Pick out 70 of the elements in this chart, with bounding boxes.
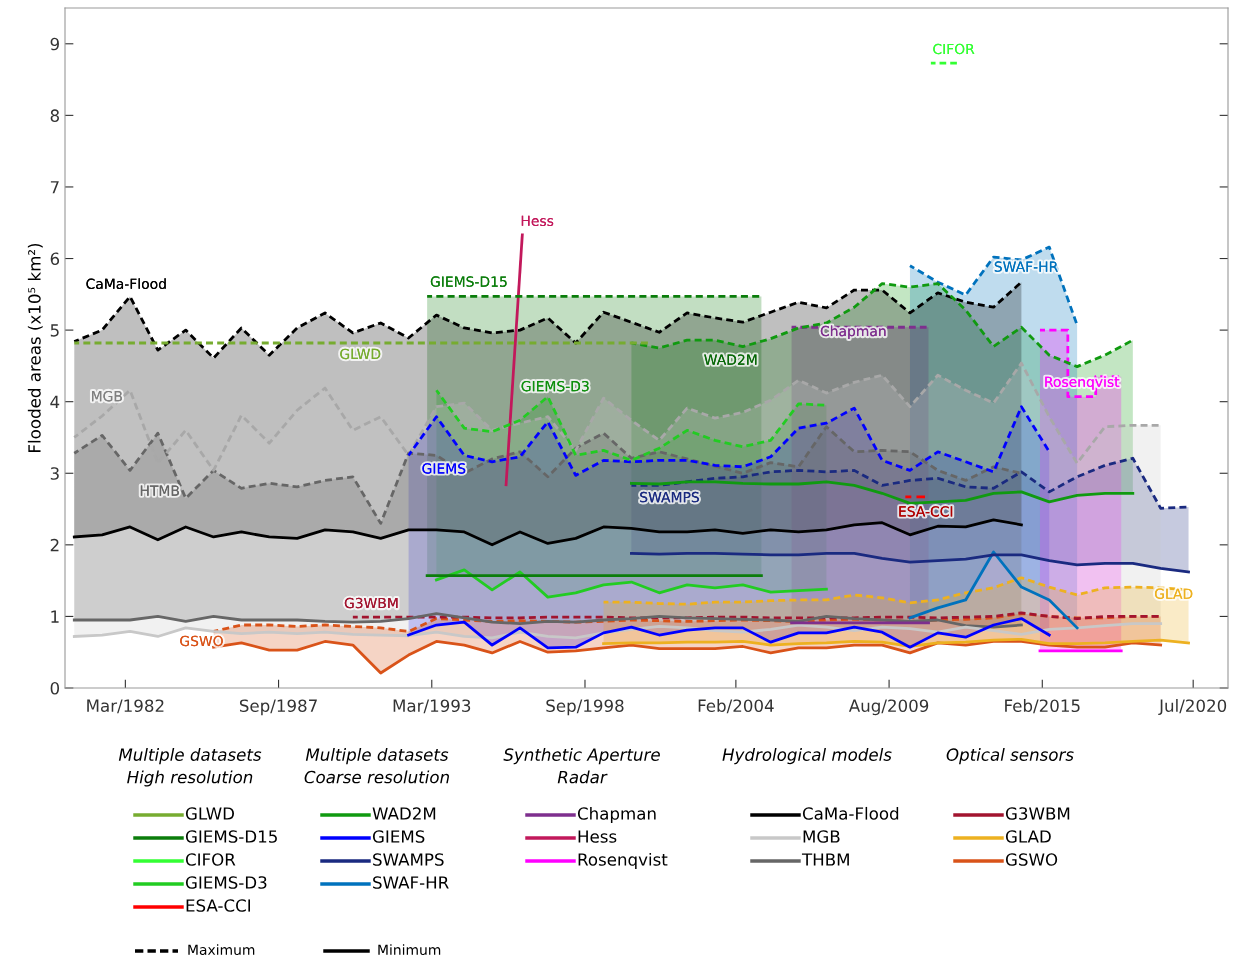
annotation: Chapman <box>820 325 886 339</box>
line-series <box>630 552 1190 574</box>
legend-label: SWAF-HR <box>373 876 449 889</box>
legend-label: GSWO <box>1005 853 1058 866</box>
line-series <box>72 425 1023 525</box>
legend-label: GIEMS-D3 <box>185 876 267 889</box>
line-series <box>72 612 1023 629</box>
y-tick-label: 0 <box>50 681 60 695</box>
annotation: MGB <box>92 390 122 402</box>
y-tick-label: 1 <box>51 610 59 623</box>
x-tick-label: Aug/2009 <box>848 699 929 716</box>
legend-label: GLAD <box>1005 830 1051 843</box>
legend-label: Chapman <box>577 806 656 824</box>
annotation: GSWO <box>180 635 223 647</box>
text: Maximum <box>188 944 255 956</box>
x-tick-label: Sep/1987 <box>239 699 317 716</box>
y-tick-label: 6 <box>50 252 60 266</box>
text: Multiple datasets Coarse resolution <box>304 748 449 784</box>
x-tick-label: Mar/1993 <box>393 699 471 714</box>
annotation: GIEMS-D3 <box>521 380 589 392</box>
legend-label: GIEMS-D15 <box>185 830 277 843</box>
line-series <box>407 617 1051 650</box>
text: Synthetic Aperture Radar <box>503 748 660 784</box>
y-tick-label: 4 <box>50 395 60 409</box>
x-tick-label: Feb/2004 <box>698 699 774 714</box>
legend-label: WAD2M <box>372 807 436 820</box>
y-tick-label: 7 <box>50 181 59 194</box>
legend-label: SWAMPS <box>373 853 444 866</box>
line-series <box>72 518 1023 547</box>
line-series <box>630 480 1135 505</box>
annotation: WAD2M <box>704 354 757 365</box>
y-tick-label: 9 <box>50 37 59 51</box>
y-axis-title: Flooded areas (x10⁵ km²) <box>27 243 43 452</box>
y-tick-label: 3 <box>50 467 59 480</box>
annotation: CIFOR <box>933 43 975 55</box>
text: Optical sensors <box>946 748 1074 765</box>
y-tick-label: 8 <box>50 109 59 122</box>
annotation: HTMB <box>140 485 179 496</box>
legend-label: THBM <box>801 853 849 866</box>
x-tick-label: Mar/1982 <box>87 699 164 714</box>
x-tick-label: Jul/2020 <box>1158 699 1227 716</box>
legend-label: MGB <box>803 830 840 843</box>
line-series <box>908 550 1079 630</box>
legend-label: GLWD <box>185 807 235 820</box>
line-series <box>407 405 1051 477</box>
legend-label: CIFOR <box>185 853 236 866</box>
text: Multiple datasets High resolution <box>118 748 262 787</box>
legend-label: CaMa-Flood <box>802 806 899 820</box>
legend-label: G3WBM <box>1005 807 1070 820</box>
x-tick-label: Feb/2015 <box>1005 699 1080 714</box>
text: Hydrological models <box>722 748 892 765</box>
legend-label: ESA-CCI <box>186 899 251 912</box>
y-tick-label: 5 <box>50 324 59 337</box>
annotation: GLAD <box>1154 588 1193 599</box>
legend-label: Rosenqvist <box>578 852 668 870</box>
y-tick-label: 2 <box>50 538 59 552</box>
annotation: GIEMS-D15 <box>430 276 507 287</box>
annotation: SWAMPS <box>640 491 699 503</box>
line-series <box>435 568 828 599</box>
line-series <box>602 637 1190 648</box>
x-tick-label: Sep/1998 <box>546 699 624 716</box>
text: Minimum <box>378 944 441 956</box>
legend-label: GIEMS <box>372 830 425 843</box>
annotation: Hess <box>521 215 554 227</box>
annotation: GLWD <box>340 348 381 360</box>
legend-label: Hess <box>578 830 617 843</box>
annotation: GIEMS <box>422 463 466 474</box>
annotation: ESA-CCI <box>899 506 953 517</box>
annotation: G3WBM <box>344 597 398 609</box>
annotation: CaMa-Flood <box>86 278 166 290</box>
